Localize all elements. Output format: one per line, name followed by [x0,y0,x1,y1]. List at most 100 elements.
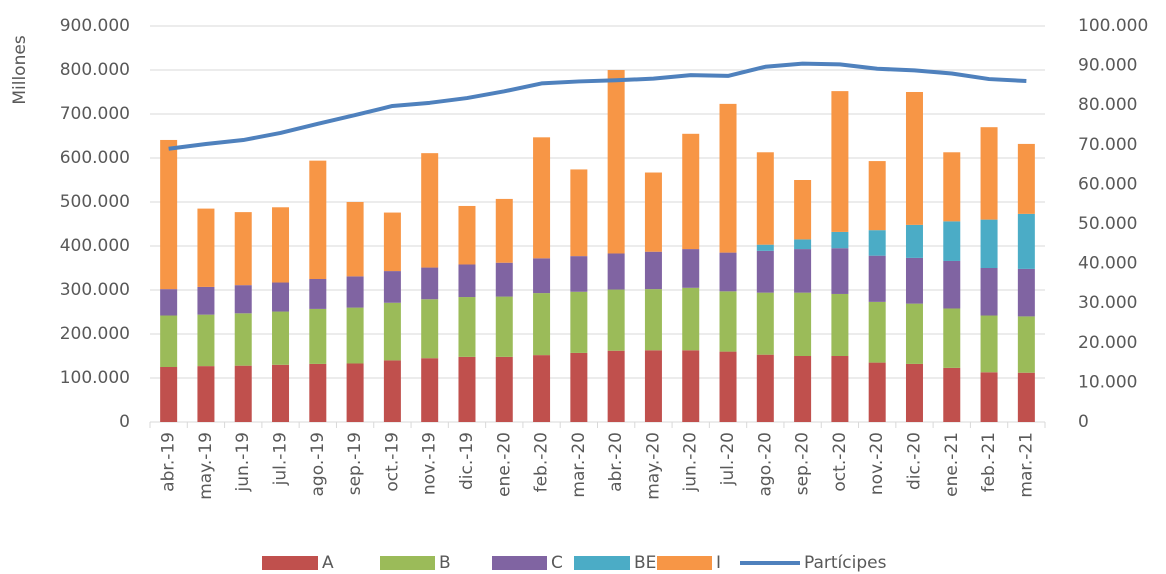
bar-segment [682,350,700,422]
bar-segment [197,286,215,315]
bar-segment [607,253,625,290]
bar-segment [868,255,886,302]
bar-segment [495,262,513,297]
bar-segment [756,292,774,355]
bar-segment [533,293,551,356]
legend-label: BE [634,553,656,573]
bar-segment [794,292,812,356]
legend-swatch [492,556,547,570]
bar-segment [234,212,252,286]
bar-segment [943,367,961,422]
x-tick-label: may.-20 [643,432,663,500]
x-tick-label: abr.-19 [159,432,179,492]
bar-segment [383,212,401,272]
bar-segment [346,276,364,308]
x-tick-label: feb.-20 [532,432,552,492]
bar-segment [831,91,849,232]
x-tick-label: oct.-19 [382,432,402,492]
bar-segment [383,302,401,361]
bar-segment [794,249,812,293]
bar-segment [1017,143,1035,214]
legend-label: B [439,553,451,573]
bar-segment [421,267,439,300]
bar-segment [756,250,774,293]
bar-segment [421,358,439,422]
y-tick-label: 400.000 [60,236,130,256]
y2-tick-label: 40.000 [1078,254,1137,274]
bar-segment [607,70,625,254]
y-tick-label: 500.000 [60,192,130,212]
bar-segment [831,231,849,249]
bar-segment [644,350,662,422]
y2-tick-label: 0 [1078,412,1089,432]
bar-segment [533,258,551,294]
bar-segment [980,127,998,220]
bar-segment [905,303,923,364]
bar-segment [234,285,252,314]
bar-segment [943,260,961,309]
x-tick-label: dic.-19 [457,432,477,490]
bar-segment [719,252,737,292]
bar-segment [794,239,812,250]
bar-segment [197,366,215,422]
bar-segment [234,313,252,366]
legend-swatch [262,556,318,570]
y-tick-label: 300.000 [60,280,130,300]
bar-segment [346,307,364,364]
bar-segment [458,297,476,357]
line [168,61,1027,151]
y-tick-label: 0 [119,412,130,432]
x-tick-label: ene.-20 [494,432,514,497]
legend-label: Partícipes [804,553,887,573]
x-tick-label: jun.-19 [233,432,253,492]
y2-tick-label: 20.000 [1078,333,1137,353]
bar-segment [943,221,961,261]
y2-tick-label: 70.000 [1078,135,1137,155]
x-tick-label: ago.-20 [755,432,775,496]
x-tick-label: mar.-20 [569,432,589,498]
bar-segment [160,289,178,316]
y-tick-label: 800.000 [60,60,130,80]
bar-segment [421,299,439,359]
bar-segment [197,208,215,287]
bar-segment [682,249,700,288]
y2-tick-label: 90.000 [1078,56,1137,76]
bar-segment [943,308,961,368]
bar-segment [756,354,774,422]
bar-segment [831,248,849,294]
bar-segment [309,279,327,309]
x-tick-label: sep.-19 [345,432,365,495]
x-tick-label: sep.-20 [793,432,813,495]
x-tick-label: feb.-21 [979,432,999,492]
bar-segment [1017,213,1035,269]
x-tick-label: jun.-20 [681,432,701,492]
x-tick-label: nov.-20 [867,432,887,495]
bar-segment [1017,268,1035,317]
bar-segment [1017,316,1035,373]
bar-segment [719,103,737,253]
bar-segment [980,219,998,268]
bar-segment [682,287,700,351]
bar-segment [421,153,439,268]
x-tick-label: ene.-21 [942,432,962,497]
bar-segment [272,311,290,365]
bar-segment [868,362,886,422]
bar-segment [234,365,252,422]
bar-segment [794,180,812,240]
bar-segment [905,363,923,422]
bar-segment [905,92,923,225]
y-tick-label: 600.000 [60,148,130,168]
bar-segment [905,224,923,258]
y2-tick-label: 100.000 [1078,16,1148,36]
legend-label: A [322,553,334,573]
bar-segment [570,352,588,422]
bar-segment [905,257,923,304]
bar-segment [533,137,551,259]
bar-segment [980,268,998,316]
legend-label: I [716,553,721,573]
bar-segment [794,356,812,422]
x-tick-label: dic.-20 [904,432,924,490]
bar-segment [458,264,476,298]
bar-segment [197,314,215,367]
